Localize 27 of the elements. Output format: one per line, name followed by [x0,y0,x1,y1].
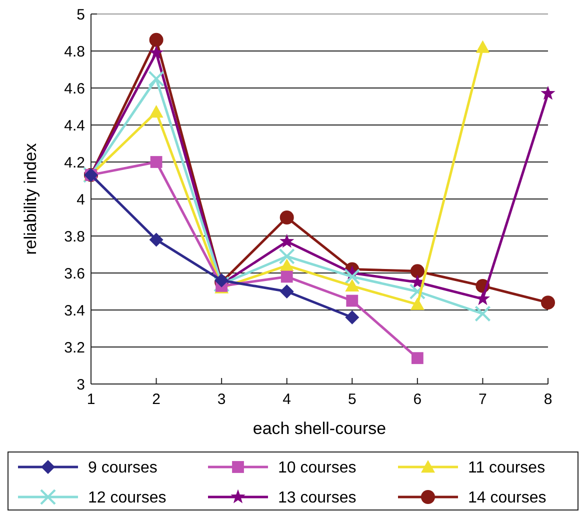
legend-label: 10 courses [278,460,356,477]
y-tick-label: 3.6 [64,265,85,282]
x-tick-label: 5 [348,391,356,408]
x-tick-label: 6 [413,391,422,408]
y-tick-label: 5 [76,6,85,24]
x-tick-label: 4 [282,391,292,408]
x-tick-label: 1 [86,391,96,408]
legend-label: 11 courses [468,460,546,477]
y-tick-label: 3.4 [64,302,85,320]
legend-label: 13 courses [278,490,356,507]
y-axis-title: reliability index [21,142,40,255]
legend-label: 12 courses [88,490,166,507]
y-tick-label: 3.8 [64,228,85,246]
x-tick-label: 3 [217,391,226,408]
x-tick-label: 7 [478,391,487,408]
y-tick-label: 4.8 [64,43,85,60]
x-tick-label: 8 [544,391,552,408]
y-tick-label: 3.2 [64,339,85,356]
y-tick-label: 3 [76,376,85,394]
x-axis-title: each shell-course [252,419,386,438]
y-tick-label: 4 [76,191,85,208]
y-tick-label: 4.4 [64,117,85,134]
legend-label: 14 courses [468,490,546,507]
y-tick-label: 4.2 [64,154,85,172]
y-tick-label: 4.6 [64,80,85,98]
x-tick-label: 2 [152,391,160,408]
legend-label: 9 courses [88,460,158,477]
